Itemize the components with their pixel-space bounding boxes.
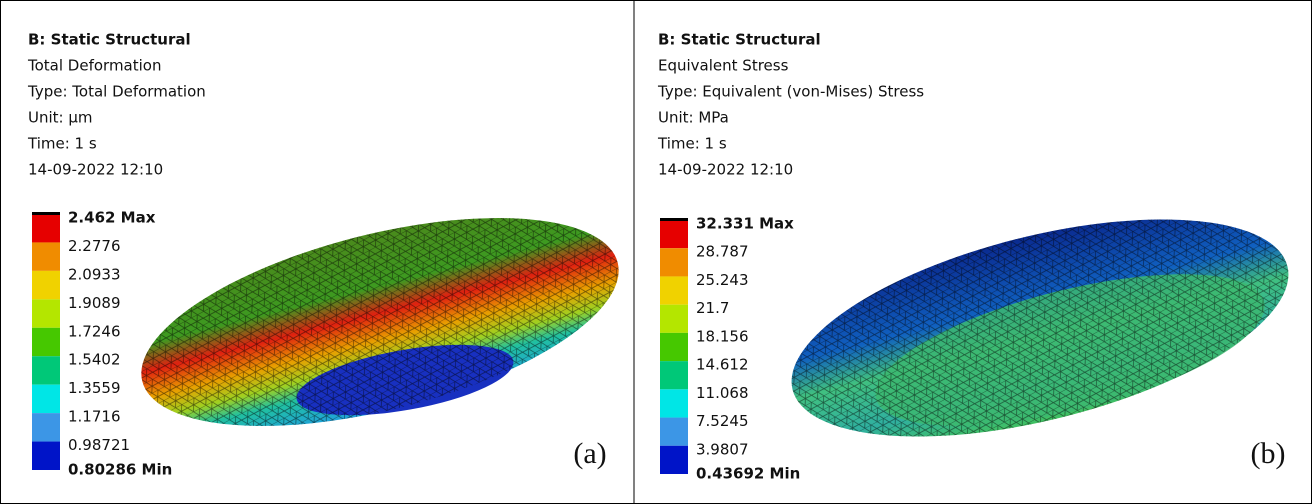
- legend-label: 1.1716: [68, 408, 121, 426]
- header-line: 14-09-2022 12:10: [28, 161, 163, 179]
- legend-label: 0.98721: [68, 436, 130, 454]
- legend-swatch: [32, 441, 60, 470]
- panel-label: (b): [1251, 437, 1286, 470]
- legend-swatch: [660, 220, 688, 249]
- legend-swatch: [660, 304, 688, 333]
- legend-label: 14.612: [696, 356, 749, 374]
- legend-swatch: [32, 327, 60, 357]
- model-a: [141, 218, 619, 426]
- legend-swatch: [32, 384, 60, 414]
- header-line: B: Static Structural: [28, 31, 191, 49]
- legend-max-edge: [660, 218, 688, 221]
- header-line: Total Deformation: [27, 57, 161, 75]
- legend-max-edge: [32, 212, 60, 215]
- legend-swatch: [660, 248, 688, 277]
- legend-label: 28.787: [696, 243, 749, 261]
- legend-label: 21.7: [696, 299, 729, 317]
- legend-swatch: [32, 413, 60, 442]
- legend-swatch: [660, 445, 688, 474]
- header-line: B: Static Structural: [658, 31, 821, 49]
- model-b: [791, 219, 1289, 437]
- legend-swatch: [32, 270, 60, 300]
- header-line: Unit: MPa: [658, 109, 729, 127]
- legend-swatch: [660, 276, 688, 305]
- legend-label: 3.9807: [696, 440, 749, 458]
- legend-label: 18.156: [696, 327, 749, 345]
- legend-label: 2.462 Max: [68, 209, 156, 227]
- legend-label: 32.331 Max: [696, 215, 794, 233]
- legend-label: 11.068: [696, 384, 749, 402]
- panel-label: (a): [573, 437, 606, 470]
- header-line: Type: Equivalent (von-Mises) Stress: [657, 83, 924, 101]
- header-line: Time: 1 s: [27, 135, 97, 153]
- legend-label: 1.5402: [68, 351, 121, 369]
- legend-label: 25.243: [696, 271, 749, 289]
- legend-swatch: [660, 389, 688, 418]
- legend-label: 1.9089: [68, 294, 121, 312]
- legend-label: 1.3559: [68, 379, 121, 397]
- header-line: Unit: µm: [28, 109, 93, 127]
- header-line: Type: Total Deformation: [27, 83, 206, 101]
- legend-swatch: [32, 214, 60, 243]
- header-line: 14-09-2022 12:10: [658, 161, 793, 179]
- legend-swatch: [660, 417, 688, 446]
- legend-label: 2.0933: [68, 265, 121, 283]
- legend-label: 0.80286 Min: [68, 461, 172, 479]
- legend-swatch: [660, 332, 688, 362]
- legend-label: 0.43692 Min: [696, 465, 800, 483]
- legend-swatch: [32, 356, 60, 385]
- legend-label: 1.7246: [68, 322, 121, 340]
- legend-label: 2.2776: [68, 237, 121, 255]
- legend-swatch: [32, 242, 60, 271]
- legend-swatch: [660, 361, 688, 390]
- legend-swatch: [32, 299, 60, 328]
- legend-label: 7.5245: [696, 412, 749, 430]
- header-line: Time: 1 s: [657, 135, 727, 153]
- header-line: Equivalent Stress: [658, 57, 789, 75]
